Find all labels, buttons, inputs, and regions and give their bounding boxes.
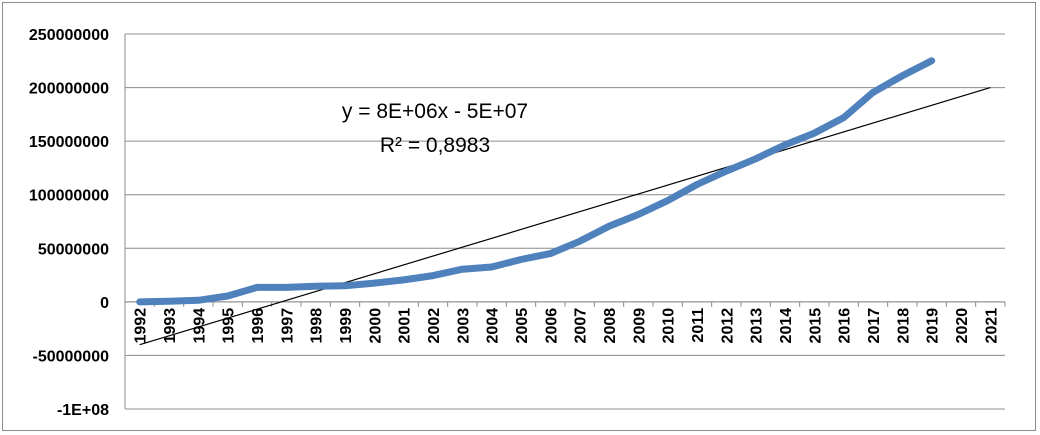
x-tick-label: 1996 bbox=[250, 308, 267, 344]
y-tick-label: 100000000 bbox=[29, 188, 109, 205]
x-tick-label: 1999 bbox=[338, 308, 355, 344]
series bbox=[136, 57, 936, 306]
x-tick-label: 1993 bbox=[162, 308, 179, 344]
x-tick-label: 2009 bbox=[631, 308, 648, 344]
x-tick-label: 2008 bbox=[602, 308, 619, 344]
y-tick-label: 200000000 bbox=[29, 81, 109, 98]
x-tick-label: 2012 bbox=[719, 308, 736, 344]
x-tick-label: 2016 bbox=[837, 308, 854, 344]
x-tick-label: 2015 bbox=[807, 308, 824, 344]
x-tick-label: 2021 bbox=[983, 308, 1000, 344]
x-tick-label: 2019 bbox=[925, 308, 942, 344]
x-tick-label: 1997 bbox=[279, 308, 296, 344]
x-tick-label: 2000 bbox=[367, 308, 384, 344]
y-tick-labels: 250000000 200000000 150000000 100000000 5000… bbox=[29, 27, 109, 419]
series-line bbox=[136, 57, 936, 306]
x-tick-label: 1994 bbox=[191, 308, 208, 344]
x-tick-label: 2002 bbox=[426, 308, 443, 344]
x-tick-label: 2014 bbox=[778, 308, 795, 344]
trendline bbox=[139, 86, 991, 346]
x-tick-label: 2004 bbox=[485, 308, 502, 344]
x-tick-label: 2003 bbox=[455, 308, 472, 344]
x-tick-label: 1998 bbox=[309, 308, 326, 344]
y-tick-label: -1E+08 bbox=[57, 402, 109, 419]
x-tick-label: 1995 bbox=[221, 308, 238, 344]
y-tick-label: 50000000 bbox=[38, 241, 109, 258]
x-tick-label: 2018 bbox=[895, 308, 912, 344]
x-tick-label: 2017 bbox=[866, 308, 883, 344]
y-tick-label: 0 bbox=[100, 295, 109, 312]
x-tick-label: 2013 bbox=[749, 308, 766, 344]
y-tick-label: 150000000 bbox=[29, 134, 109, 151]
x-tick-label: 2007 bbox=[573, 308, 590, 344]
x-tick-label: 2011 bbox=[690, 308, 707, 343]
x-tick-label: 2001 bbox=[397, 308, 414, 344]
x-tick-label: 2020 bbox=[954, 308, 971, 344]
trendline-line bbox=[139, 86, 991, 346]
x-tick-label: 2006 bbox=[543, 308, 560, 344]
y-tick-label: -50000000 bbox=[32, 348, 109, 365]
x-tick-labels: 1992 1993 1994 1995 1996 1997 1998 1999 2000 2001… bbox=[133, 308, 1001, 344]
trendline-r-squared: R² = 0,8983 bbox=[380, 134, 490, 157]
axes bbox=[124, 34, 1006, 409]
x-tick-label: 1992 bbox=[133, 308, 150, 344]
y-tick-label: 250000000 bbox=[29, 27, 109, 44]
trendline-equation: y = 8E+06x - 5E+07 bbox=[342, 100, 528, 123]
x-tick-label: 2005 bbox=[514, 308, 531, 344]
x-tick-label: 2010 bbox=[661, 308, 678, 344]
